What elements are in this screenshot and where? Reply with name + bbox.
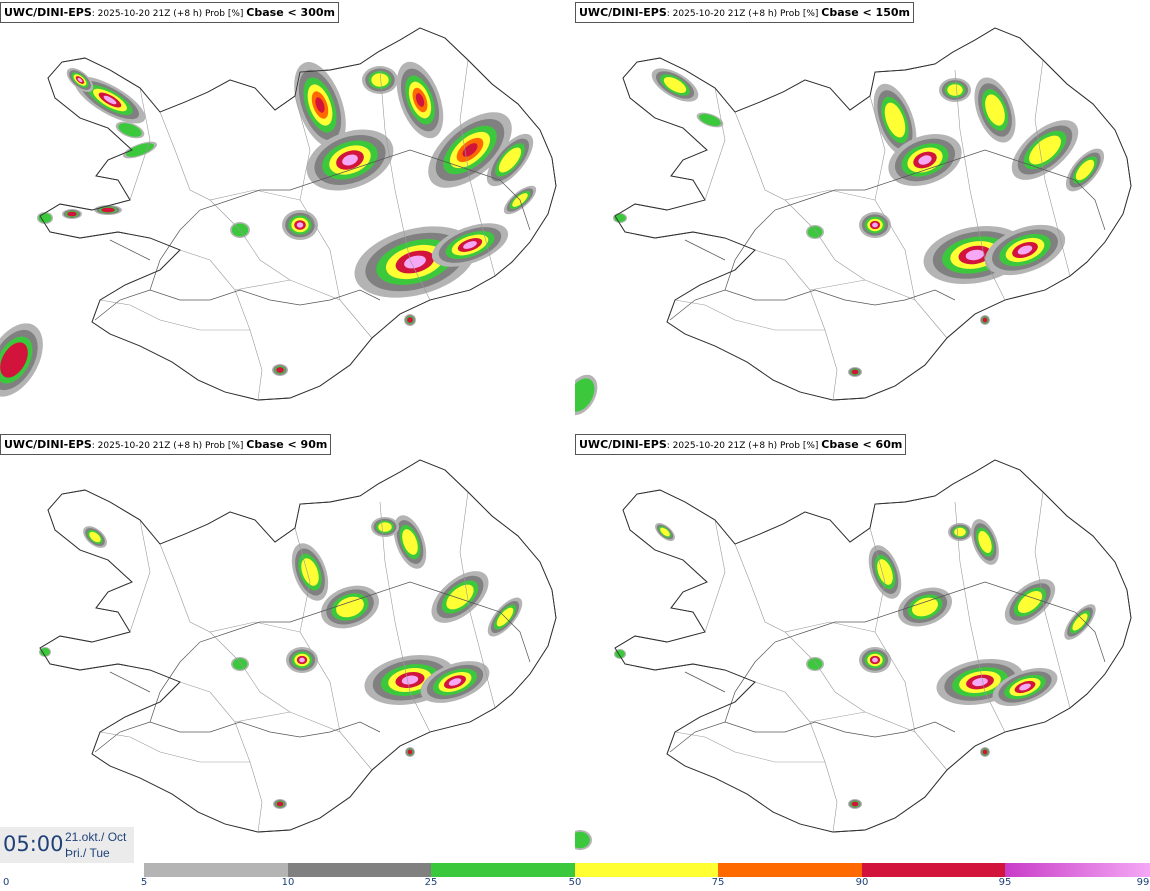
valid-weekday: Þri./ Tue (65, 846, 110, 860)
colorbar-segment-10-25 (288, 863, 431, 877)
probability-field (575, 68, 1105, 416)
colorbar-label-10: 10 (281, 877, 295, 888)
map-panel-cbase-150m: UWC/DINI-EPS: 2025-10-20 21Z (+8 h) Prob… (575, 0, 1150, 430)
colorbar-segment-95-99 (1005, 863, 1150, 877)
map-panel-cbase-60m: UWC/DINI-EPS: 2025-10-20 21Z (+8 h) Prob… (575, 432, 1150, 862)
probability-field (0, 61, 537, 397)
valid-time-clock: 05:00 (3, 832, 64, 856)
colorbar-label-25: 25 (424, 877, 438, 888)
panel-title: UWC/DINI-EPS: 2025-10-20 21Z (+8 h) Prob… (0, 434, 332, 455)
parameter-name: Cbase < 60m (821, 438, 903, 451)
iceland-map (575, 27, 1132, 416)
colorbar-label-75: 75 (711, 877, 725, 888)
probability-colorbar (144, 863, 1150, 877)
colorbar-label-95: 95 (998, 877, 1012, 888)
colorbar-segment-90-95 (862, 863, 1005, 877)
run-info: : 2025-10-20 21Z (+8 h) Prob [%] (666, 9, 822, 19)
map-panel-cbase-300m: UWC/DINI-EPS: 2025-10-20 21Z (+8 h) Prob… (0, 0, 575, 430)
colorbar-segment-50-75 (575, 863, 718, 877)
model-name: UWC/DINI-EPS (4, 6, 92, 19)
run-info: : 2025-10-20 21Z (+8 h) Prob [%] (91, 9, 247, 19)
colorbar-label-5: 5 (140, 877, 148, 888)
panel-title: UWC/DINI-EPS: 2025-10-20 21Z (+8 h) Prob… (0, 2, 339, 23)
iceland-map (575, 459, 1132, 850)
probability-field (575, 519, 1096, 850)
probability-field (39, 515, 523, 809)
run-info: : 2025-10-20 21Z (+8 h) Prob [%] (666, 441, 822, 451)
model-name: UWC/DINI-EPS (579, 6, 667, 19)
colorbar-label-90: 90 (855, 877, 869, 888)
panel-title: UWC/DINI-EPS: 2025-10-20 21Z (+8 h) Prob… (575, 2, 914, 23)
colorbar-segment-75-90 (718, 863, 862, 877)
model-name: UWC/DINI-EPS (4, 438, 92, 451)
colorbar-label-50: 50 (568, 877, 582, 888)
parameter-name: Cbase < 90m (246, 438, 328, 451)
iceland-map (0, 27, 557, 401)
colorbar-label-99: 99 (1136, 877, 1150, 888)
valid-time-box: 05:00 21.okt./ Oct Þri./ Tue (0, 827, 134, 863)
parameter-name: Cbase < 150m (821, 6, 910, 19)
panel-title: UWC/DINI-EPS: 2025-10-20 21Z (+8 h) Prob… (575, 434, 907, 455)
model-name: UWC/DINI-EPS (579, 438, 667, 451)
map-panel-cbase-90m: UWC/DINI-EPS: 2025-10-20 21Z (+8 h) Prob… (0, 432, 575, 862)
iceland-map (39, 459, 557, 833)
parameter-name: Cbase < 300m (246, 6, 335, 19)
colorbar-label-0: 0 (3, 877, 10, 888)
valid-date: 21.okt./ Oct (65, 830, 127, 844)
run-info: : 2025-10-20 21Z (+8 h) Prob [%] (91, 441, 247, 451)
colorbar-segment-25-50 (431, 863, 575, 877)
colorbar-segment-5-10 (144, 863, 288, 877)
